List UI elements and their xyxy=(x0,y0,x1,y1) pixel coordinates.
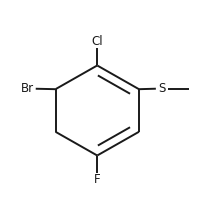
Text: S: S xyxy=(158,82,166,95)
Text: Br: Br xyxy=(20,82,33,95)
Text: Cl: Cl xyxy=(91,35,103,48)
Text: F: F xyxy=(94,173,101,186)
